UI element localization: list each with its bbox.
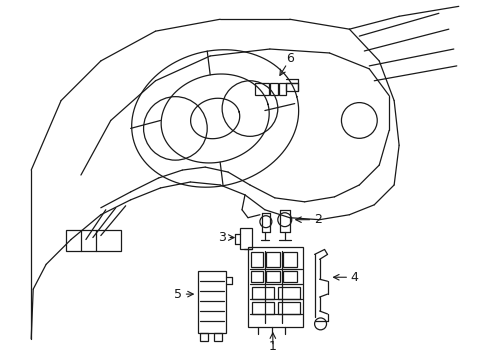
Bar <box>251 302 273 314</box>
Bar <box>247 247 302 327</box>
Bar <box>254 83 268 95</box>
Bar <box>214 333 222 341</box>
Bar <box>265 271 279 282</box>
Bar <box>282 271 296 282</box>
Bar <box>250 252 263 267</box>
Bar <box>277 302 299 314</box>
Bar <box>277 287 299 299</box>
Bar <box>240 228 251 249</box>
Bar <box>282 252 296 267</box>
Bar <box>269 83 277 95</box>
Text: 2: 2 <box>313 213 321 226</box>
Bar <box>198 271 225 333</box>
Text: 5: 5 <box>174 288 182 301</box>
Bar <box>285 83 297 91</box>
Bar <box>278 83 285 95</box>
Bar <box>265 252 279 267</box>
Text: 6: 6 <box>285 53 293 66</box>
Text: 4: 4 <box>350 271 358 284</box>
Bar <box>200 333 208 341</box>
Bar <box>66 230 121 251</box>
Text: 3: 3 <box>218 231 225 244</box>
Text: 1: 1 <box>268 340 276 353</box>
Bar <box>250 271 263 282</box>
Bar <box>251 287 273 299</box>
